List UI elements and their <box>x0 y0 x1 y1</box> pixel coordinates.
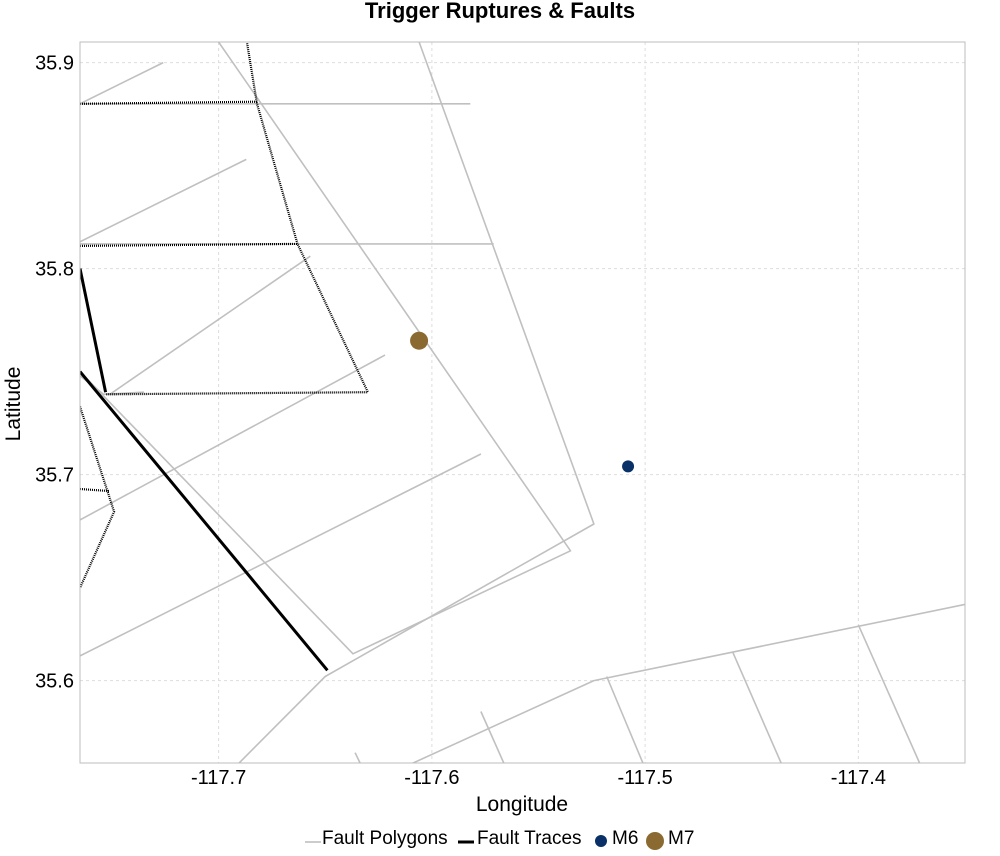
plot-frame <box>79 41 966 764</box>
y-gridlines <box>80 62 965 682</box>
chart-title: Trigger Ruptures & Faults <box>365 0 635 23</box>
y-axis-label: Latitude <box>2 367 25 442</box>
y-tick-label: 35.6 <box>35 671 74 693</box>
x-tick-label: -117.4 <box>831 767 886 789</box>
trigger-ruptures <box>410 331 635 473</box>
event-m6-marker <box>622 460 635 473</box>
y-tick-label: 35.9 <box>35 53 74 75</box>
fault-polygon-edge <box>605 676 644 763</box>
fault-polygon-edge <box>80 354 386 521</box>
fault-polygon-edge <box>354 752 361 763</box>
x-tick-label: -117.6 <box>404 767 459 789</box>
x-tick-label: -117.7 <box>191 767 246 789</box>
fault-trace-dotted <box>80 406 116 589</box>
fault-trace <box>80 268 108 393</box>
fault-polygon-edge <box>80 158 247 243</box>
fault-polygon-edge <box>80 61 164 105</box>
fault-polygon-edge <box>731 651 782 763</box>
fault-polygon-edge <box>109 255 311 395</box>
fault-polygons <box>80 42 965 763</box>
fault-trace <box>80 370 329 672</box>
legend-dot-m6 <box>595 835 607 847</box>
fault-polygon-edge <box>237 42 595 763</box>
legend-label: M7 <box>668 828 694 849</box>
fault-trace-dotted <box>80 487 110 493</box>
y-tick-label: 35.7 <box>35 465 74 487</box>
fault-trace-dotted <box>105 42 369 396</box>
fault-traces <box>80 42 369 672</box>
x-tick-label: -117.5 <box>618 767 673 789</box>
legend-label: Fault Polygons <box>322 828 448 849</box>
x-gridlines <box>218 42 859 763</box>
fault-polygon-edge <box>80 453 482 657</box>
legend-dot-m7 <box>646 832 664 850</box>
event-m7-marker <box>410 331 429 350</box>
fault-trace-dotted <box>80 100 258 105</box>
fault-polygon-edge <box>480 711 505 763</box>
fault-polygon-edge <box>80 42 572 655</box>
legend: Fault Polygons Fault Traces M6 M7 <box>305 828 694 850</box>
legend-label: M6 <box>612 828 638 849</box>
fault-polygon-edge <box>857 624 921 763</box>
y-tick-label: 35.8 <box>35 259 74 281</box>
y-tick-labels: 35.6 35.7 35.8 35.9 <box>35 53 74 693</box>
x-tick-labels: -117.7 -117.6 -117.5 -117.4 <box>191 767 886 789</box>
fault-trace-dotted <box>80 242 298 247</box>
x-axis-label: Longitude <box>476 793 568 816</box>
legend-label: Fault Traces <box>477 828 582 849</box>
fault-polygon-edge <box>411 603 965 763</box>
